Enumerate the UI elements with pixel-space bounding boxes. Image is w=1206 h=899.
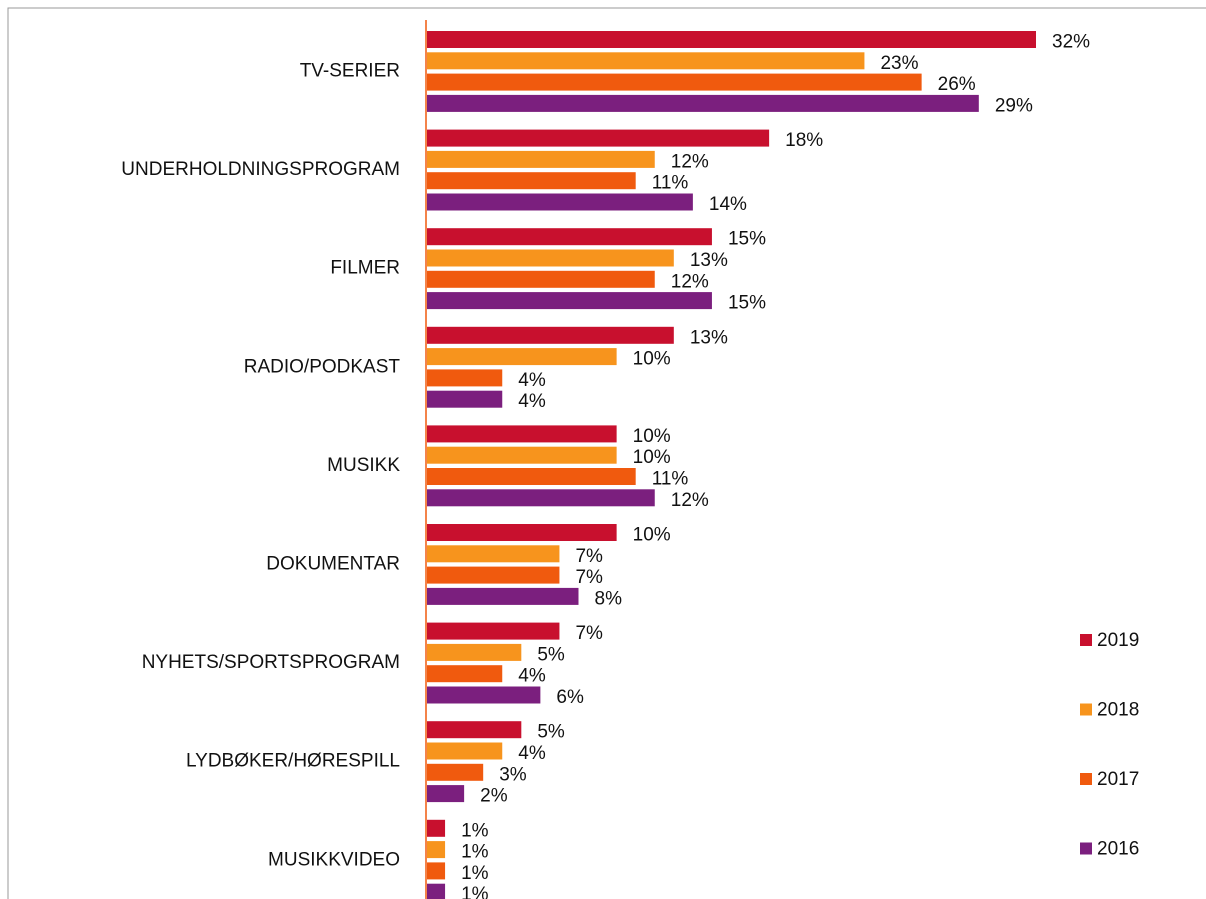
bar [427, 489, 655, 507]
value-label: 10% [633, 447, 671, 468]
value-label: 32% [1052, 32, 1090, 53]
category-label: RADIO/PODKAST [244, 356, 401, 377]
value-label: 26% [938, 74, 976, 95]
category-label: TV-SERIER [300, 60, 400, 81]
value-label: 3% [499, 764, 527, 785]
category-label: LYDBØKER/HØRESPILL [186, 751, 400, 772]
value-label: 8% [595, 588, 623, 609]
bar [427, 524, 617, 541]
bar [427, 249, 674, 267]
value-label: 4% [518, 391, 546, 412]
bar [427, 94, 979, 112]
legend-label: 2017 [1097, 769, 1139, 790]
category-label: UNDERHOLDNINGSPROGRAM [121, 159, 400, 180]
value-label: 10% [633, 426, 671, 447]
category-label: MUSIKK [327, 455, 400, 476]
value-label: 12% [671, 490, 709, 511]
bar [427, 841, 446, 859]
bar [427, 862, 446, 880]
bar [427, 785, 465, 803]
value-label: 1% [461, 842, 489, 863]
bar [427, 665, 503, 683]
value-label: 7% [575, 546, 603, 567]
chart-frame [7, 7, 1206, 899]
bar [427, 566, 560, 584]
legend-label: 2019 [1097, 630, 1139, 651]
value-label: 10% [633, 525, 671, 546]
bar [427, 819, 446, 837]
legend-swatch [1080, 703, 1092, 716]
legend-swatch [1080, 773, 1092, 785]
category-label: DOKUMENTAR [266, 553, 400, 574]
value-label: 5% [537, 722, 565, 743]
bar [427, 742, 503, 760]
bar [427, 129, 770, 147]
legend-swatch [1080, 842, 1092, 855]
bar [427, 73, 922, 91]
category-label: MUSIKKVIDEO [268, 849, 400, 870]
bar [427, 545, 560, 563]
value-label: 5% [537, 644, 565, 665]
value-label: 2% [480, 786, 508, 807]
legend-swatch [1080, 634, 1092, 646]
value-label: 12% [671, 271, 709, 292]
value-label: 1% [461, 884, 489, 899]
value-label: 12% [671, 151, 709, 172]
category-label: NYHETS/SPORTSPROGRAM [142, 652, 400, 673]
bar [427, 643, 522, 661]
value-label: 11% [652, 469, 689, 490]
bar [427, 721, 522, 739]
bar [427, 228, 712, 246]
value-label: 1% [461, 863, 489, 884]
value-label: 7% [575, 623, 603, 644]
value-label: 13% [690, 327, 728, 348]
legend-label: 2016 [1097, 839, 1139, 860]
bar [427, 622, 560, 640]
value-label: 10% [633, 349, 671, 370]
bar [427, 686, 541, 704]
value-label: 23% [880, 53, 918, 74]
value-label: 6% [556, 687, 584, 708]
value-label: 11% [652, 173, 689, 194]
bar [427, 150, 655, 168]
bar [427, 883, 446, 899]
value-label: 4% [518, 743, 546, 764]
bar [427, 326, 674, 344]
bar [427, 348, 617, 366]
value-label: 13% [690, 250, 728, 271]
bar [427, 369, 503, 387]
bar [427, 193, 693, 211]
bar [427, 390, 503, 408]
bar [427, 31, 1036, 48]
bar [427, 587, 579, 605]
bar [427, 292, 712, 310]
legend-label: 2018 [1097, 700, 1139, 721]
value-label: 14% [709, 194, 747, 215]
value-label: 15% [728, 293, 766, 314]
bar [427, 763, 484, 781]
value-label: 15% [728, 229, 766, 250]
bar [427, 446, 617, 464]
value-label: 1% [461, 820, 489, 841]
bar [427, 172, 636, 190]
bar [427, 425, 617, 443]
value-label: 4% [518, 666, 546, 687]
bar [427, 468, 636, 485]
bar [427, 52, 865, 70]
value-label: 7% [575, 567, 603, 588]
bar [427, 270, 655, 288]
category-label: FILMER [330, 258, 400, 279]
value-label: 4% [518, 370, 546, 391]
value-label: 18% [785, 130, 823, 151]
value-label: 29% [995, 95, 1033, 116]
